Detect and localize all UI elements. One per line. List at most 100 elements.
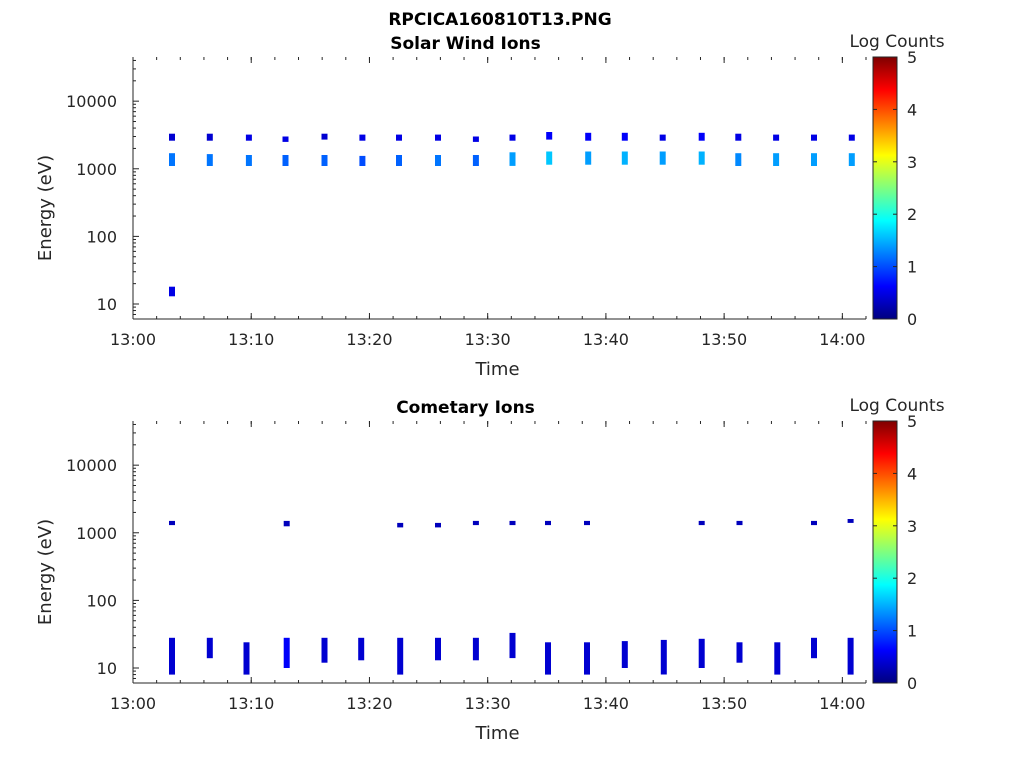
data-cell xyxy=(472,520,479,526)
data-cell xyxy=(660,639,667,675)
panel-title: Cometary Ions xyxy=(396,398,535,418)
x-tick-label: 13:50 xyxy=(701,330,747,349)
data-cell xyxy=(359,134,366,141)
data-cell xyxy=(472,637,479,661)
data-cell xyxy=(545,520,551,526)
data-cell xyxy=(243,642,250,675)
y-tick-label: 10000 xyxy=(66,92,117,111)
data-cell xyxy=(545,642,551,675)
data-cell xyxy=(584,520,590,526)
data-cell xyxy=(848,134,855,141)
data-cell xyxy=(435,637,441,661)
data-cell xyxy=(358,637,365,661)
data-cell xyxy=(848,153,855,166)
data-cell xyxy=(245,134,252,141)
data-cell xyxy=(169,286,175,297)
data-cell xyxy=(321,637,328,663)
y-tick-label: 10000 xyxy=(66,456,117,475)
x-tick-label: 13:00 xyxy=(110,330,156,349)
x-tick-label: 13:30 xyxy=(465,330,511,349)
x-tick-label: 13:20 xyxy=(346,694,392,713)
colorbar-tick-label: 1 xyxy=(907,622,917,641)
data-cell xyxy=(245,155,252,166)
data-cell xyxy=(396,134,402,141)
data-cell xyxy=(397,522,404,528)
colorbar-tick-label: 4 xyxy=(907,100,917,119)
data-cell xyxy=(659,151,666,165)
data-cell xyxy=(282,155,289,166)
data-cell xyxy=(584,642,590,675)
data-cell xyxy=(735,133,742,141)
y-tick-label: 10 xyxy=(97,659,117,678)
data-cell xyxy=(811,520,817,526)
plot-area xyxy=(133,421,866,683)
x-tick-label: 13:20 xyxy=(346,330,392,349)
data-cell xyxy=(359,155,366,166)
data-cell xyxy=(774,642,781,675)
data-cell xyxy=(472,136,479,142)
data-cell xyxy=(811,637,817,659)
data-cell xyxy=(397,637,404,675)
y-tick-label: 100 xyxy=(86,591,117,610)
colorbar-tick-label: 2 xyxy=(907,569,917,588)
colorbar-tick-label: 3 xyxy=(907,153,917,172)
data-cell xyxy=(282,136,289,142)
y-tick-label: 1000 xyxy=(76,524,117,543)
data-cell xyxy=(698,132,705,141)
x-tick-label: 13:40 xyxy=(583,330,629,349)
x-tick-label: 14:00 xyxy=(819,330,865,349)
data-cell xyxy=(659,134,666,141)
data-cell xyxy=(773,134,780,141)
data-cell xyxy=(735,153,742,166)
data-cell xyxy=(773,153,780,166)
data-cell xyxy=(206,154,213,166)
data-cell xyxy=(169,520,175,526)
data-cell xyxy=(321,133,328,140)
data-cell xyxy=(283,520,290,527)
data-cell xyxy=(169,637,175,675)
y-tick-label: 10 xyxy=(97,295,117,314)
data-cell xyxy=(509,134,516,141)
x-tick-label: 13:10 xyxy=(228,330,274,349)
data-cell xyxy=(621,132,628,141)
y-tick-label: 100 xyxy=(86,227,117,246)
data-cell xyxy=(698,151,705,165)
x-tick-label: 14:00 xyxy=(819,694,865,713)
colorbar-tick-label: 3 xyxy=(907,517,917,536)
data-cell xyxy=(546,151,553,165)
panel-title: Solar Wind Ions xyxy=(390,34,541,54)
data-cell xyxy=(435,134,441,141)
data-cell xyxy=(585,151,592,165)
data-cell xyxy=(169,133,175,141)
data-cell xyxy=(206,133,213,141)
data-cell xyxy=(206,637,213,659)
x-tick-label: 13:00 xyxy=(110,694,156,713)
data-cell xyxy=(509,152,516,166)
data-cell xyxy=(169,153,175,166)
y-tick-label: 1000 xyxy=(76,160,117,179)
y-axis-label: Energy (eV) xyxy=(35,155,56,261)
data-cell xyxy=(472,155,479,166)
colorbar xyxy=(872,56,898,320)
colorbar-tick-label: 4 xyxy=(907,464,917,483)
colorbar-tick-label: 0 xyxy=(907,310,917,329)
data-cell xyxy=(283,637,290,668)
panel-cometary: 13:00 13:10 13:20 13:30 13:40 13:50 14:0010100… xyxy=(35,396,945,744)
data-cell xyxy=(698,520,705,526)
data-cell xyxy=(509,632,516,659)
data-cell xyxy=(621,151,628,165)
data-cell xyxy=(736,520,743,526)
colorbar-tick-label: 0 xyxy=(907,674,917,693)
colorbar-tick-label: 5 xyxy=(907,48,917,67)
data-cell xyxy=(847,519,854,523)
colorbar-tick-label: 5 xyxy=(907,412,917,431)
data-cell xyxy=(435,155,441,166)
x-axis-label: Time xyxy=(474,359,519,380)
data-cell xyxy=(847,637,854,675)
x-tick-label: 13:30 xyxy=(465,694,511,713)
data-cell xyxy=(811,153,817,166)
colorbar-tick-label: 1 xyxy=(907,258,917,277)
data-cell xyxy=(396,155,402,166)
y-axis-label: Energy (eV) xyxy=(35,519,56,625)
x-tick-label: 13:50 xyxy=(701,694,747,713)
